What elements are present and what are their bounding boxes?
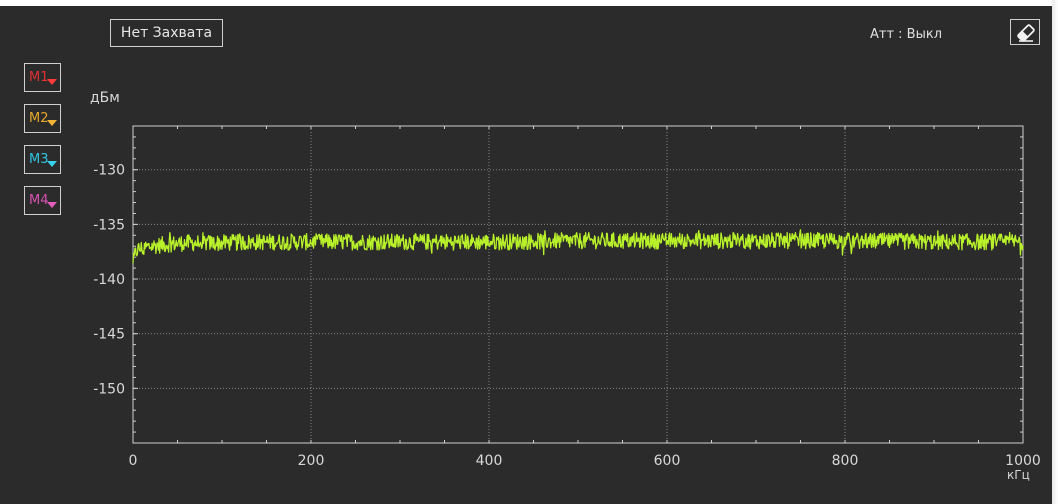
marker-m1-button[interactable]: M1 xyxy=(24,63,61,92)
spectrum-trace xyxy=(132,229,1024,264)
marker-m3-button[interactable]: M3 xyxy=(24,145,61,174)
marker-m3-label: M3 xyxy=(29,152,49,167)
y-tick-label: -140 xyxy=(93,272,125,288)
x-tick-label: 200 xyxy=(298,453,325,469)
window-edge xyxy=(1052,0,1058,504)
eraser-icon xyxy=(1017,24,1035,42)
chevron-down-icon xyxy=(47,79,57,85)
marker-m4-label: M4 xyxy=(29,193,49,208)
x-tick-label: 0 xyxy=(129,453,138,469)
x-tick-label: 400 xyxy=(476,453,503,469)
x-axis-unit-label: кГц xyxy=(1007,468,1030,482)
x-tick-label: 600 xyxy=(654,453,681,469)
spectrum-panel xyxy=(0,6,1052,504)
attenuator-status: Атт : Выкл xyxy=(870,27,943,42)
y-tick-label: -135 xyxy=(93,217,125,233)
x-tick-label: 800 xyxy=(832,453,859,469)
y-tick-label: -150 xyxy=(93,381,125,397)
chevron-down-icon xyxy=(47,120,57,126)
x-tick-label: 1000 xyxy=(1005,453,1041,469)
chevron-down-icon xyxy=(47,202,57,208)
clear-trace-button[interactable] xyxy=(1010,19,1040,45)
marker-m4-button[interactable]: M4 xyxy=(24,186,61,215)
y-tick-label: -145 xyxy=(93,327,125,343)
marker-m2-button[interactable]: M2 xyxy=(24,104,61,133)
y-tick-label: -130 xyxy=(93,163,125,179)
chevron-down-icon xyxy=(47,161,57,167)
marker-m2-label: M2 xyxy=(29,111,49,126)
marker-m1-label: M1 xyxy=(29,70,49,85)
capture-status-button[interactable]: Нет Захвата xyxy=(110,19,223,47)
plot-frame xyxy=(132,125,1024,444)
y-axis-unit-label: дБм xyxy=(90,90,120,106)
